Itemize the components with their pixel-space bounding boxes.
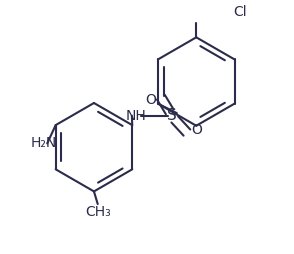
- Text: NH: NH: [125, 109, 146, 123]
- Text: CH₃: CH₃: [85, 205, 111, 219]
- Text: O: O: [145, 93, 156, 107]
- Text: O: O: [191, 123, 202, 137]
- Text: H₂N: H₂N: [31, 136, 57, 150]
- Text: S: S: [167, 108, 177, 123]
- Text: Cl: Cl: [233, 5, 246, 19]
